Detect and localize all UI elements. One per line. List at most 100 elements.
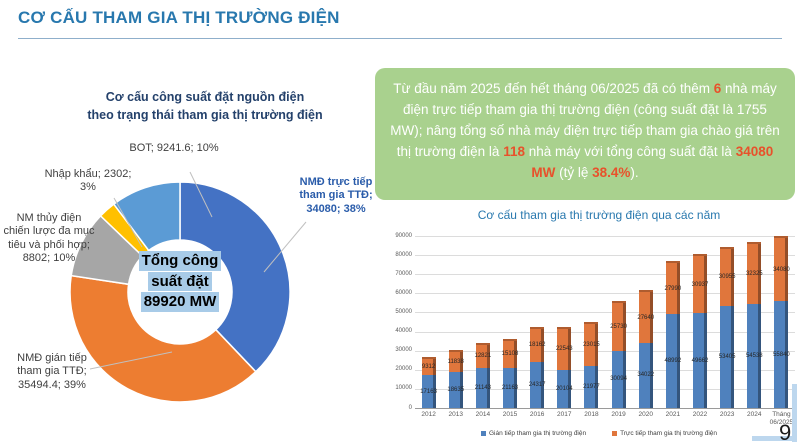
y-axis-label: 70000: [395, 270, 412, 277]
bar-segment: 18635: [447, 372, 464, 408]
callout-emphasis: 34080 MW: [531, 144, 774, 181]
legend-swatch-orange-icon: [612, 431, 618, 436]
bar-value-label: 9312: [421, 364, 436, 371]
legend-swatch-blue-icon: [480, 431, 486, 436]
donut-chart: [69, 181, 291, 403]
bar-value-label: 32325: [745, 270, 763, 277]
bar-value-label: 21977: [583, 383, 600, 390]
bar-2015: 15108 21163: [501, 338, 519, 408]
y-axis-label: 90000: [395, 232, 412, 239]
x-axis-label: 2021: [665, 411, 681, 418]
legend-item-truc-tiep: Trực tiếp tham gia thị trường điện: [612, 430, 717, 437]
slice-label-nhap-khau: Nhập khẩu; 2302; 3%: [44, 168, 132, 194]
callout-run: nhà máy điện trực tiếp tham gia thị trườ…: [390, 81, 780, 160]
bar-value-label: 30937: [691, 281, 709, 288]
bar-value-label: 27640: [637, 314, 655, 321]
callout-run: (tỷ lệ: [555, 165, 593, 181]
bar-value-label: 55840: [773, 351, 790, 358]
corner-accent-vertical: [792, 384, 797, 442]
bar-2020: 27640 34022: [637, 290, 655, 408]
bar-segment: 21977: [583, 365, 600, 408]
bar-segment: 27990: [665, 260, 681, 315]
bar-value-label: 11838: [447, 359, 464, 366]
slice-label-bot: BOT; 9241.6; 10%: [129, 142, 219, 154]
bar-2014: 12821 21143: [474, 343, 492, 408]
bar-value-label: 53405: [718, 353, 736, 360]
bar-value-label: 22543: [555, 346, 573, 353]
bar-value-label: 30094: [610, 376, 627, 383]
bar-value-label: 15108: [501, 351, 519, 358]
bar-segment: 30094: [610, 350, 627, 408]
title-underline: [18, 38, 782, 39]
gridline: [415, 312, 795, 314]
donut-title-line1: Cơ cấu công suất đặt nguồn điện: [105, 90, 305, 104]
callout-emphasis: 38.4%: [592, 165, 631, 181]
bar-value-label: 23015: [583, 342, 600, 348]
callout-text: Từ đầu năm 2025 đến hết tháng 06/2025 đã…: [375, 68, 795, 200]
bar-Tháng 06/2025: 34080 55840: [773, 236, 790, 408]
bar-segment: 53405: [718, 305, 736, 408]
bar-2021: 27990 48992: [664, 260, 682, 408]
x-axis-label: 2012: [421, 411, 436, 418]
slice-label-gian-tiep: NMĐ gián tiếp tham gia TTĐ; 35494.4; 39%: [17, 352, 87, 391]
x-axis-label: 2023: [719, 411, 735, 418]
slice-label-thuy-dien: NM thủy điện chiến lược đa mục tiêu và p…: [3, 212, 95, 265]
bar-value-label: 48992: [664, 358, 682, 365]
bar-segment: 32325: [745, 242, 763, 304]
gridline: [415, 388, 795, 390]
bar-value-label: 20104: [555, 385, 573, 392]
x-axis-label: 2024: [747, 411, 762, 418]
bar-chart-title: Cơ cấu tham gia thị trường điện qua các …: [477, 208, 721, 222]
bar-value-label: 49662: [691, 357, 709, 364]
corner-accent-horizontal: [752, 436, 792, 441]
donut-chart-title: Cơ cấu công suất đặt nguồn điện theo trạ…: [40, 88, 370, 124]
bar-2023: 30955 53405: [718, 246, 736, 408]
bar-2022: 30937 49662: [691, 253, 709, 408]
bar-chart: Cơ cấu tham gia thị trường điện qua các …: [395, 206, 800, 442]
page-number: 9: [779, 420, 792, 442]
callout-run: nhà máy với tổng công suất đặt là: [524, 144, 736, 160]
y-axis-label: 80000: [395, 251, 412, 258]
gridline: [415, 293, 795, 295]
bar-value-label: 12821: [474, 353, 492, 360]
donut-slice-1: [69, 274, 257, 403]
callout-run: ).: [630, 165, 639, 181]
page-title: CƠ CẤU THAM GIA THỊ TRƯỜNG ĐIỆN: [18, 8, 340, 27]
bar-segment: 49662: [691, 313, 709, 408]
bar-segment: 9312: [421, 357, 436, 376]
x-axis-label: 2020: [638, 411, 653, 418]
bar-segment: 11838: [447, 349, 464, 373]
bar-value-label: 21163: [501, 384, 519, 391]
bar-segment: 24317: [528, 361, 546, 408]
bar-value-label: 21143: [474, 384, 491, 391]
bar-segment: 27640: [637, 290, 655, 343]
center-line1: Tổng công: [138, 251, 222, 271]
bar-segment: 17163: [420, 375, 437, 408]
bar-segment: 23015: [583, 322, 600, 366]
bar-segment: 55840: [773, 301, 790, 408]
bar-value-label: 34022: [637, 372, 655, 379]
bar-segment: 25730: [610, 301, 627, 351]
bar-2024: 32325 54538: [745, 242, 763, 408]
legend-label-truc-tiep: Trực tiếp tham gia thị trường điện: [620, 430, 718, 437]
bar-segment: 18162: [529, 326, 545, 362]
y-axis-label: 20000: [395, 366, 412, 373]
x-axis-label: 2022: [692, 411, 708, 418]
x-axis-label: 2019: [611, 411, 626, 418]
bar-segment: 54538: [746, 303, 763, 408]
bar-2019: 25730 30094: [610, 301, 627, 408]
gridline: [415, 350, 795, 352]
callout-run: Từ đầu năm 2025 đến hết tháng 06/2025 đã…: [393, 81, 714, 96]
y-axis-label: 0: [408, 404, 412, 411]
legend-label-gian-tiep: Gián tiếp tham gia thị trường điện: [488, 430, 587, 437]
bar-segment: 15108: [501, 338, 519, 368]
y-axis-label: 50000: [395, 308, 412, 315]
bar-segment: 48992: [664, 314, 682, 408]
bar-value-label: 24317: [528, 381, 546, 388]
bar-value-label: 25730: [610, 323, 627, 330]
x-axis-label: 2017: [557, 411, 572, 418]
bar-segment: 22543: [555, 326, 573, 370]
x-axis-label: 2013: [448, 411, 463, 418]
bar-chart-plot: 0 10000 20000 30000 40000 50000 60000 70000 8000…: [395, 233, 795, 426]
bar-value-label: 17163: [420, 388, 437, 395]
